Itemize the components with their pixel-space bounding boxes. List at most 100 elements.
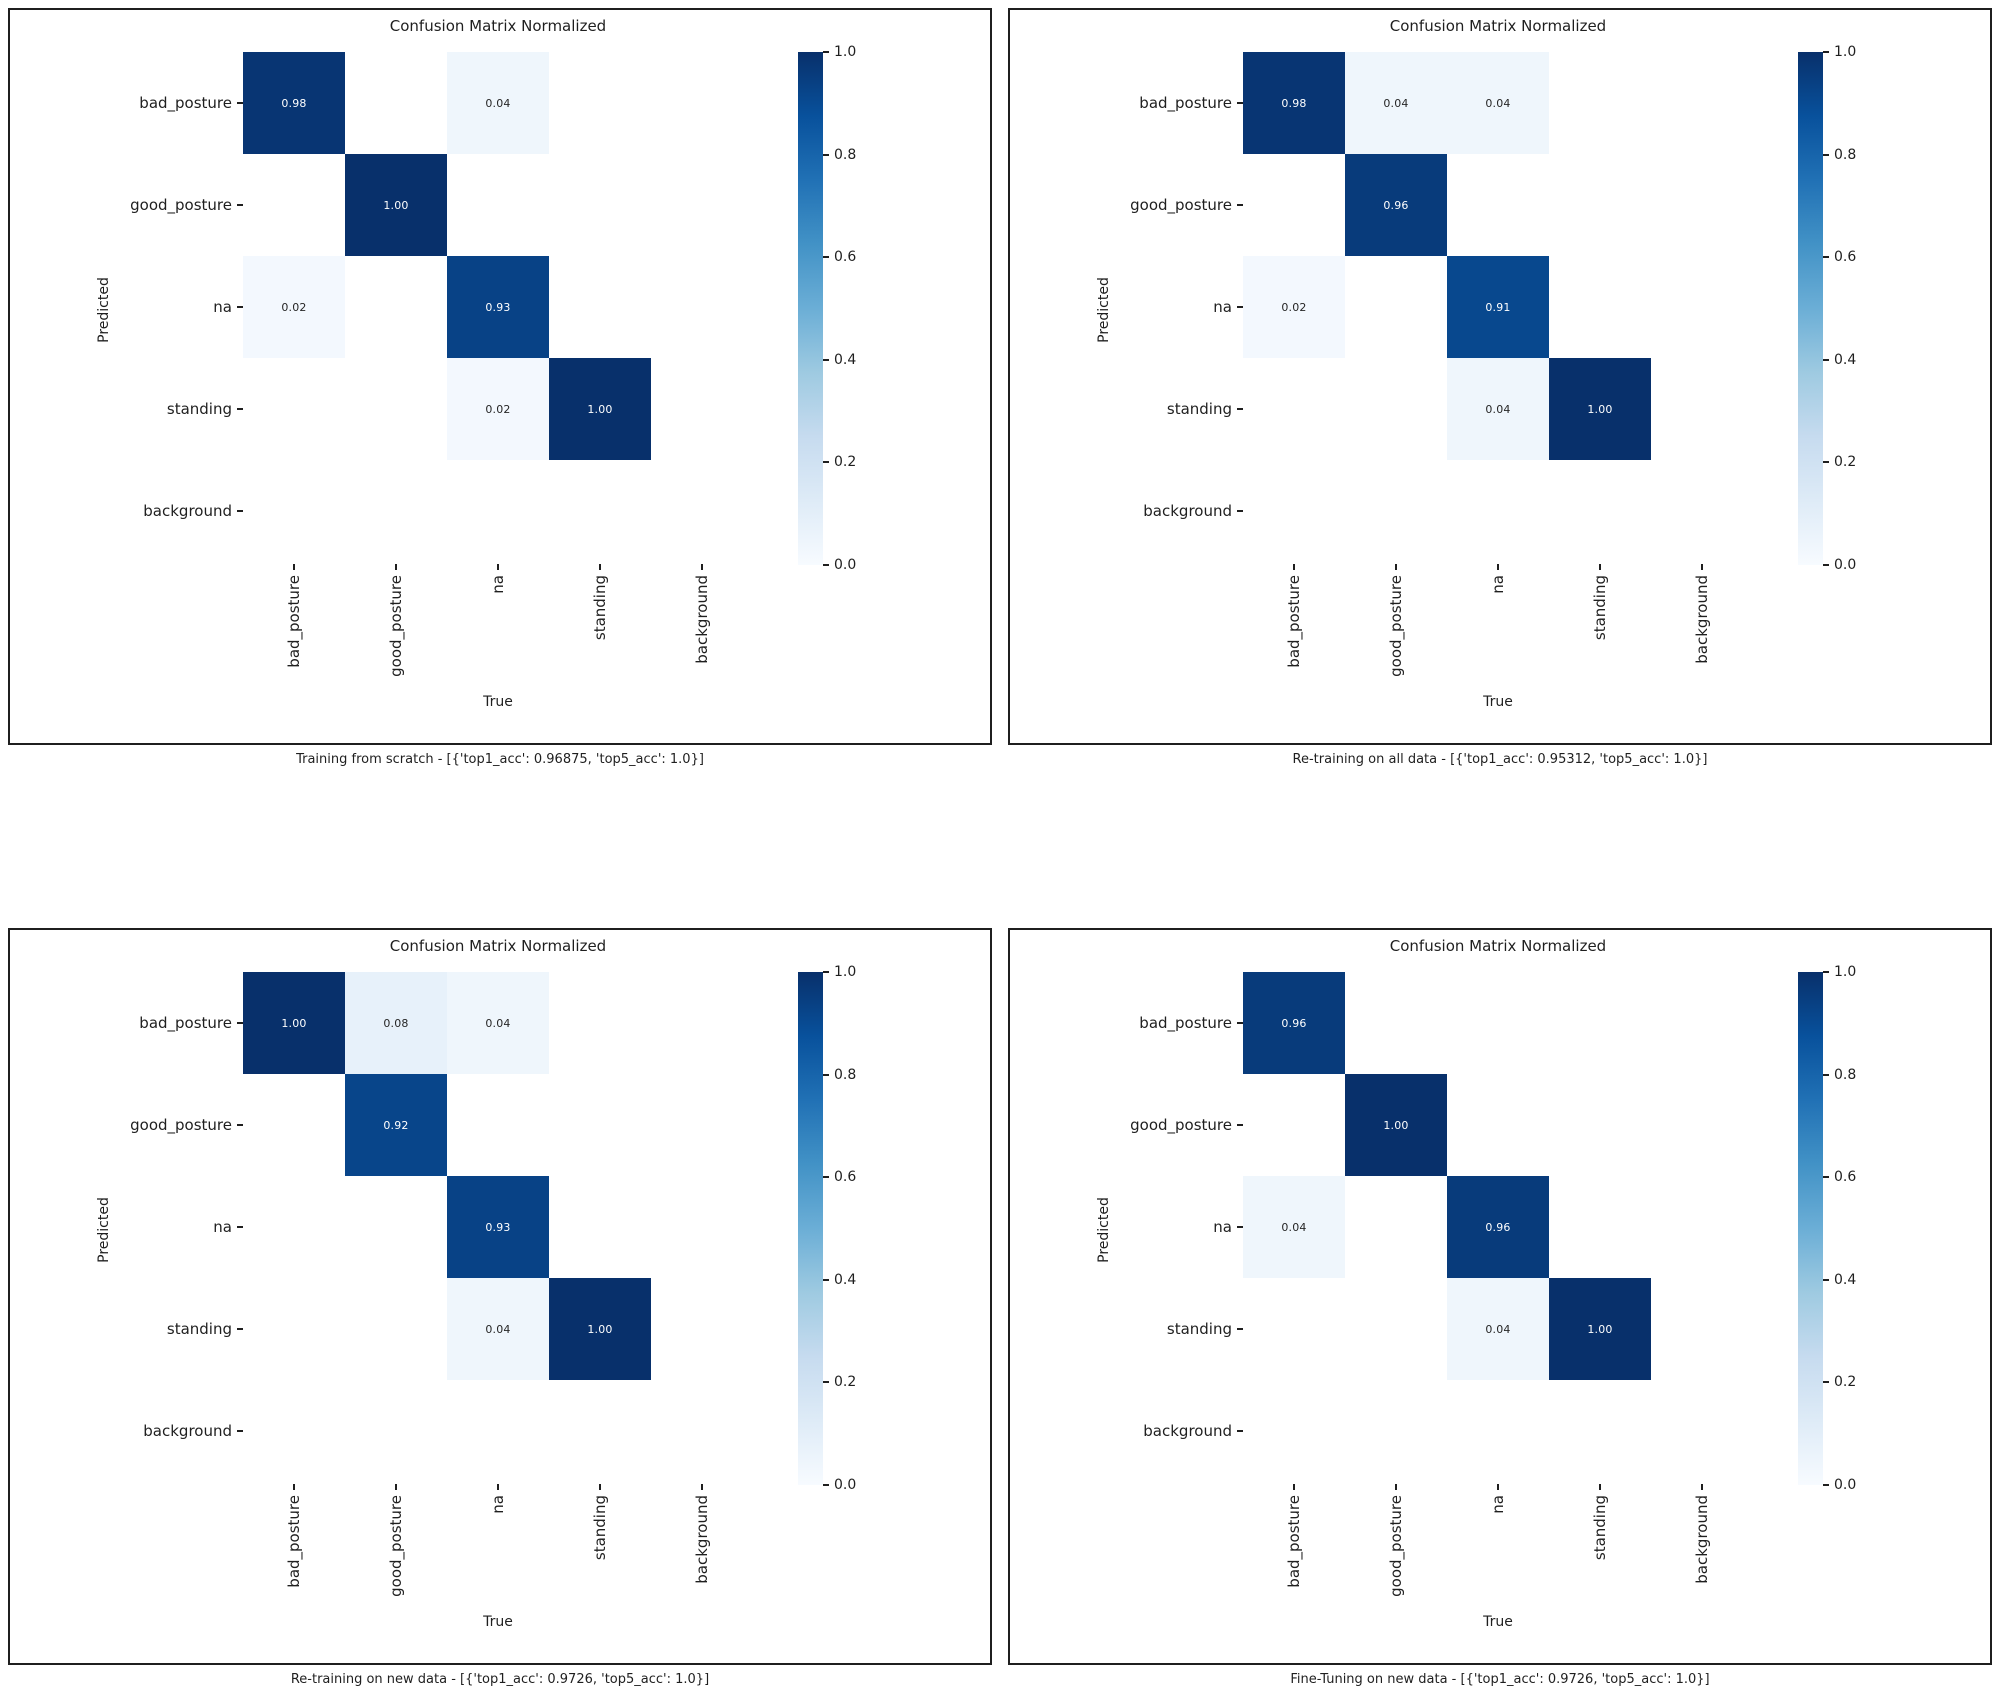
matrix-cell-value: 0.04 (1485, 1322, 1511, 1336)
y-tick-mark (237, 102, 243, 104)
x-tick-label-text: standing (1591, 1495, 1609, 1561)
y-tick-label: background (143, 1422, 232, 1440)
colorbar-tick-label: 0.6 (1834, 249, 1857, 266)
matrix-cell (549, 52, 651, 154)
x-tick-mark (497, 564, 499, 570)
panel-caption: Training from scratch - [{'top1_acc': 0.… (296, 752, 704, 767)
matrix-cell (1651, 154, 1753, 256)
matrix-cell (1549, 154, 1651, 256)
matrix-cell: 1.00 (549, 358, 651, 460)
matrix-cell (1345, 1176, 1447, 1278)
colorbar-tick-mark (823, 461, 829, 464)
x-tick-label-text: standing (591, 1495, 609, 1561)
matrix-cell (243, 1278, 345, 1380)
matrix-cell-value: 0.04 (485, 1016, 511, 1030)
x-tick-mark (701, 1484, 703, 1490)
colorbar-tick-label: 0.8 (834, 146, 857, 163)
matrix-cell (345, 1380, 447, 1482)
colorbar-tick-mark (823, 1381, 829, 1384)
matrix-cell (1243, 460, 1345, 562)
matrix-cell (549, 1380, 651, 1482)
x-tick-mark (1497, 1484, 1499, 1490)
matrix-cell (345, 460, 447, 562)
y-axis-label-text: Predicted (1096, 1197, 1112, 1263)
matrix-cell: 0.04 (447, 52, 549, 154)
matrix-cell-value: 0.04 (485, 96, 511, 110)
y-tick-label: standing (166, 400, 232, 418)
matrix-cell (1345, 972, 1447, 1074)
y-tick-label: background (1143, 502, 1232, 520)
colorbar-tick-mark (1823, 971, 1829, 973)
y-tick-label: good_posture (1130, 196, 1232, 214)
matrix-cell (1447, 460, 1549, 562)
x-tick-mark (293, 1484, 295, 1490)
matrix-cell: 0.04 (1243, 1176, 1345, 1278)
colorbar-tick-label: 0.4 (834, 1271, 857, 1288)
matrix-cell-value: 0.08 (383, 1016, 409, 1030)
matrix-cell (243, 1380, 345, 1482)
colorbar-tick-label: 0.8 (1834, 146, 1857, 163)
matrix-cell (1447, 154, 1549, 256)
matrix-cell-value: 0.02 (1281, 300, 1307, 314)
matrix-cell (1651, 256, 1753, 358)
matrix-cell (651, 1074, 753, 1176)
colorbar-tick-label: 0.4 (834, 351, 857, 368)
matrix-cell: 0.08 (345, 972, 447, 1074)
y-tick-label: na (1213, 1218, 1232, 1236)
matrix-cell (651, 1278, 753, 1380)
matrix-cell (651, 358, 753, 460)
x-tick-label-text: good_posture (387, 1495, 405, 1597)
matrix-cell-value: 1.00 (587, 1322, 613, 1336)
matrix-cell: 0.93 (447, 1176, 549, 1278)
colorbar-tick-label: 1.0 (834, 44, 857, 60)
colorbar (798, 52, 823, 565)
matrix-cell: 1.00 (243, 972, 345, 1074)
x-tick-mark (599, 1484, 601, 1490)
y-tick-mark (237, 1226, 243, 1228)
confusion-matrix-panel: Confusion Matrix Normalized bad_posture go… (1008, 928, 1992, 1687)
colorbar-tick-label: 0.4 (1834, 1271, 1857, 1288)
colorbar-tick-mark (1823, 564, 1829, 566)
matrix-cell (447, 1074, 549, 1176)
x-tick-mark (497, 1484, 499, 1490)
x-tick-label-text: good_posture (387, 575, 405, 677)
matrix-cell (1447, 972, 1549, 1074)
colorbar (1798, 972, 1823, 1485)
matrix-cell (1243, 154, 1345, 256)
x-tick-label-text: standing (591, 575, 609, 641)
matrix-cell (1651, 1278, 1753, 1380)
y-tick-label: bad_posture (1139, 1014, 1232, 1032)
matrix-cell (1549, 1074, 1651, 1176)
matrix-cell-value: 1.00 (281, 1016, 307, 1030)
matrix-cell (549, 1074, 651, 1176)
colorbar-tick-label: 0.2 (1834, 454, 1857, 471)
matrix-cell-value: 0.91 (1485, 300, 1511, 314)
matrix-cell: 0.96 (1345, 154, 1447, 256)
matrix-cell (345, 1176, 447, 1278)
y-tick-mark (1237, 1430, 1243, 1432)
colorbar (1798, 52, 1823, 565)
matrix-cell (1345, 1380, 1447, 1482)
matrix-cell: 0.04 (447, 1278, 549, 1380)
x-axis-label: True (483, 694, 513, 710)
y-tick-label: good_posture (130, 1116, 232, 1134)
confusion-matrix-panel: Confusion Matrix Normalized bad_posture go… (8, 8, 992, 767)
matrix-cell (549, 460, 651, 562)
matrix-cell (1243, 358, 1345, 460)
y-tick-mark (1237, 1022, 1243, 1024)
colorbar-tick-mark (1823, 256, 1829, 259)
matrix-cell: 0.04 (1447, 1278, 1549, 1380)
x-tick-label-text: good_posture (1387, 1495, 1405, 1597)
matrix-cell (651, 154, 753, 256)
matrix-cell (345, 256, 447, 358)
matrix-cell (549, 256, 651, 358)
x-tick-label-text: na (1489, 575, 1507, 594)
y-tick-label: na (213, 298, 232, 316)
matrix-cell (1549, 1380, 1651, 1482)
colorbar-tick-mark (1823, 153, 1829, 156)
matrix-cell (345, 52, 447, 154)
x-axis-label: True (483, 1614, 513, 1630)
x-tick-label-text: standing (1591, 575, 1609, 641)
matrix-cell (243, 1176, 345, 1278)
matrix-cell: 0.04 (1447, 358, 1549, 460)
